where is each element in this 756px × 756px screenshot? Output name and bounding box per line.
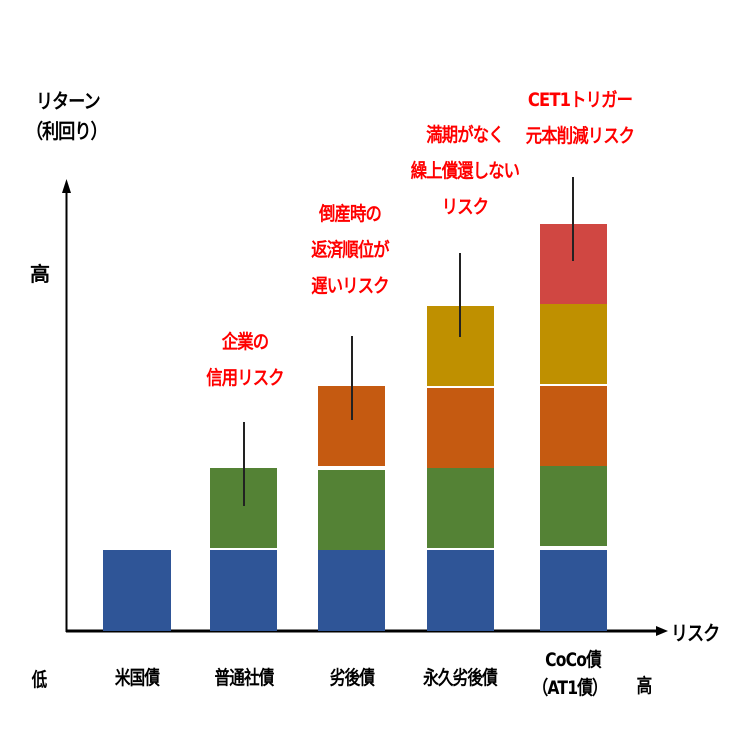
y-axis-title-line2: （利回り） [26, 119, 108, 143]
leader-line-2 [351, 336, 353, 420]
annotation-subordination-risk: 倒産時の 返済順位が 遅いリスク [298, 196, 401, 304]
bar-3-segment-base [318, 550, 385, 631]
bar-1-segment-base [103, 550, 171, 631]
bar-4-segment-base [427, 550, 494, 631]
category-label-1: 米国債 [96, 664, 178, 692]
category-label-2: 普通社債 [203, 664, 285, 692]
bar-5-segment-subordination [540, 386, 607, 466]
annotation-line: 繰上償還しない [410, 160, 520, 182]
category-label-3: 劣後債 [311, 664, 393, 692]
annotation-line: 元本削減リスク [525, 125, 635, 147]
bar-4-segment-subordination [427, 388, 494, 468]
annotation-line: 倒産時の [319, 203, 382, 225]
category-label-text: 永久劣後債 [423, 667, 498, 689]
bar-4-segment-perpetual [427, 306, 494, 386]
annotation-line: 信用リスク [206, 367, 284, 389]
category-label-text: （AT1債） [532, 677, 608, 699]
y-axis-title: リターン （利回り） [26, 86, 121, 146]
x-axis-arrow-icon [656, 626, 668, 636]
x-axis-low-label: 低 [31, 669, 48, 691]
annotation-line: 遅いリスク [311, 275, 389, 297]
y-axis-title-line1: リターン [36, 89, 101, 113]
leader-line-1 [243, 422, 245, 506]
category-label-4: 永久劣後債 [415, 664, 505, 692]
y-axis-arrow-icon [62, 179, 71, 193]
bar-2-segment-base [210, 550, 277, 631]
bar-5-segment-perpetual [540, 304, 607, 384]
category-label-5: CoCo債 （AT1債） [532, 646, 614, 702]
x-axis-title: リスク [671, 621, 720, 645]
x-axis-high-label: 高 [636, 675, 653, 697]
bar-3-segment-credit [318, 470, 385, 550]
y-axis-high-label: 高 [30, 262, 50, 286]
annotation-line: 返済順位が [311, 239, 389, 261]
category-label-text: 普通社債 [214, 667, 274, 689]
annotation-cet1-risk: CET1トリガー 元本削減リスク [524, 82, 636, 154]
bar-5-segment-cet1 [540, 224, 607, 304]
annotation-line: 企業の [221, 331, 269, 353]
category-label-text: 米国債 [114, 667, 160, 689]
leader-line-3 [459, 253, 461, 337]
annotation-credit-risk: 企業の 信用リスク [198, 324, 293, 396]
annotation-line: リスク [441, 196, 489, 218]
annotation-line: 満期がなく [426, 124, 504, 146]
bar-5-segment-credit [540, 466, 607, 546]
bar-4-segment-credit [427, 468, 494, 548]
annotation-line: CET1トリガー [527, 89, 633, 111]
leader-line-4 [572, 177, 574, 261]
bar-5-segment-base [540, 550, 607, 631]
category-label-text: 劣後債 [329, 667, 375, 689]
annotation-perpetual-risk: 満期がなく 繰上償還しない リスク [405, 117, 525, 225]
category-label-text: CoCo債 [545, 649, 602, 671]
